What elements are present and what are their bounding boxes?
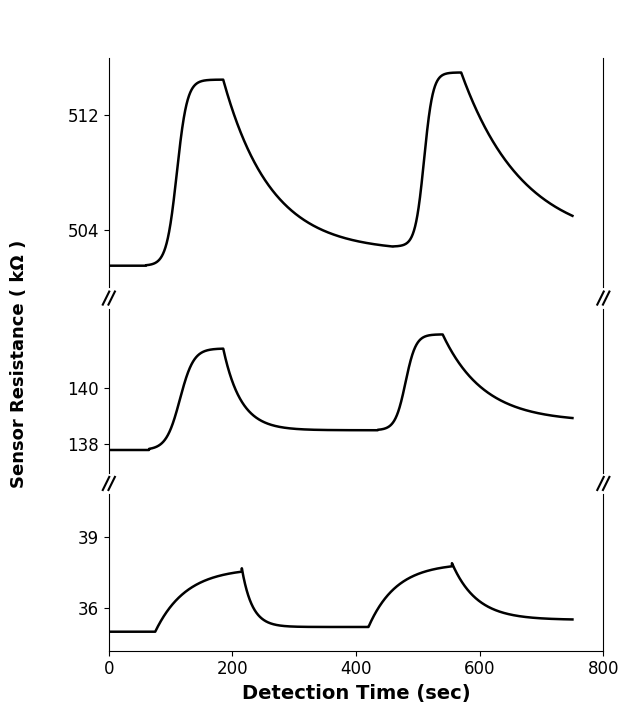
X-axis label: Detection Time (sec): Detection Time (sec) [242,684,470,703]
Text: Sensor Resistance ( kΩ ): Sensor Resistance ( kΩ ) [10,239,27,488]
